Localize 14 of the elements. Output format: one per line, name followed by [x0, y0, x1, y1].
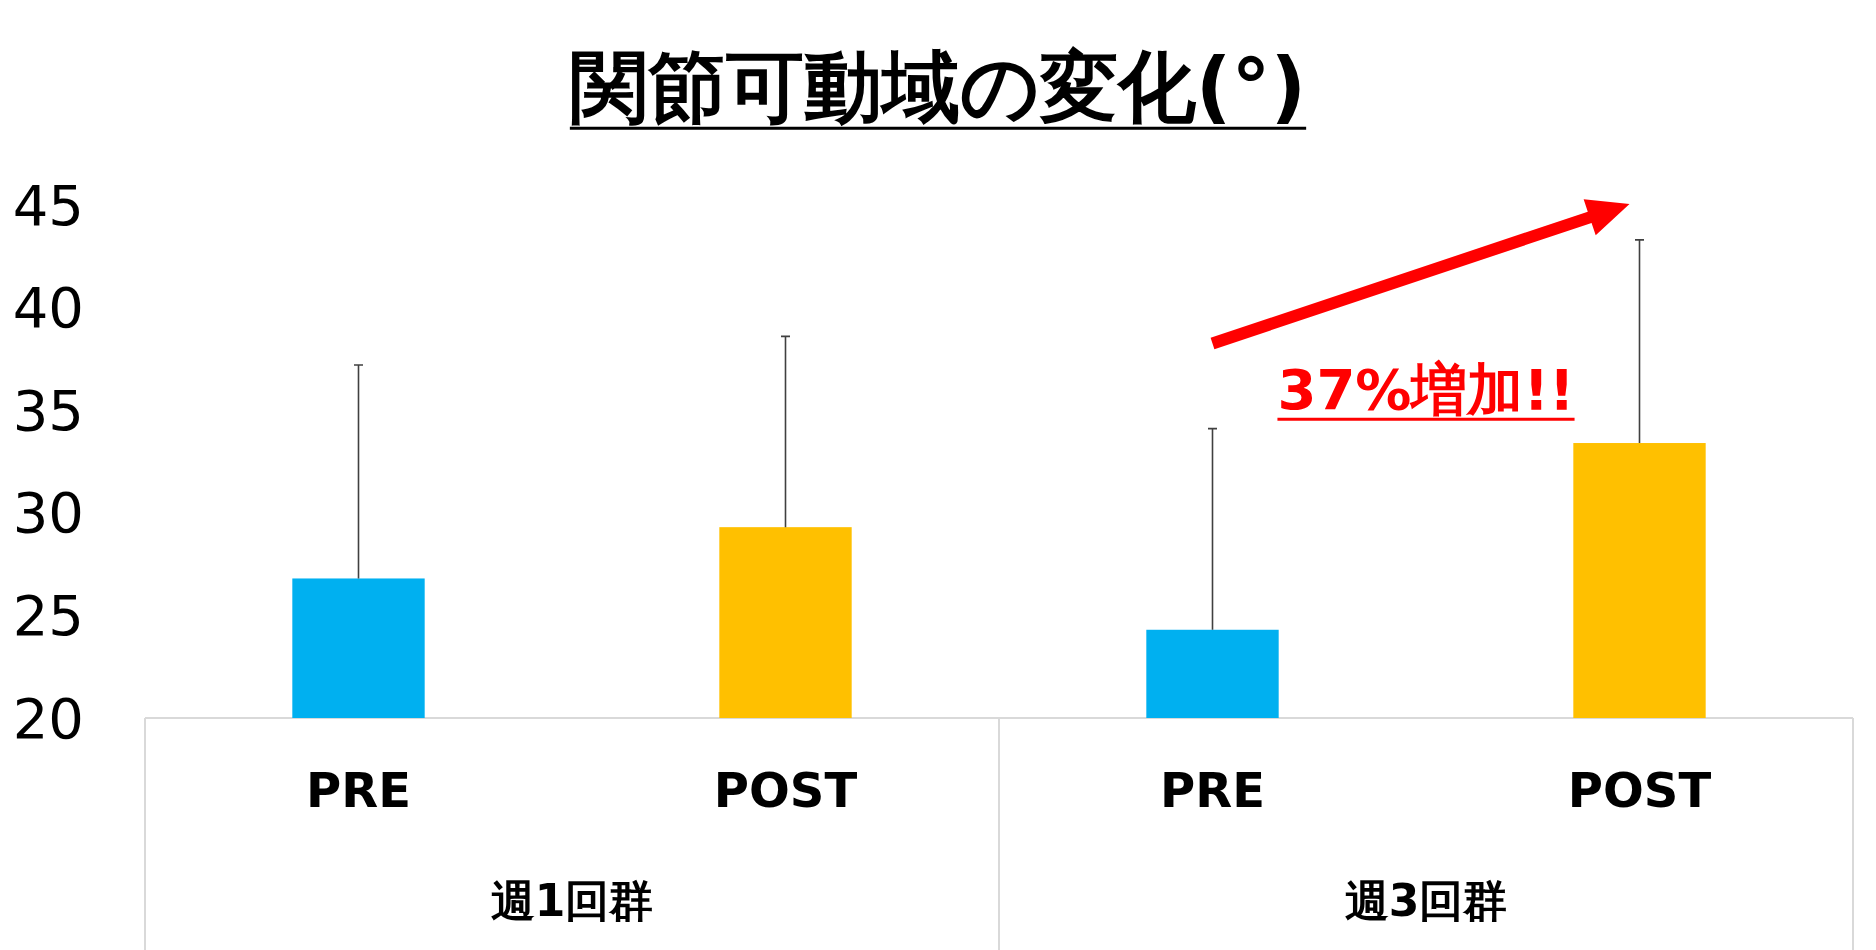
x-tick-label: 週3回群	[1344, 874, 1508, 926]
series-label: POST	[713, 762, 858, 818]
y-tick-label: 25	[12, 582, 84, 648]
y-tick-label: 20	[12, 685, 84, 751]
y-tick-label: 40	[12, 275, 84, 341]
text: PRE	[1160, 762, 1265, 818]
y-tick-label: 35	[12, 377, 84, 443]
y-tick-label: 45	[12, 172, 84, 238]
x-tick-label: 週1回群	[490, 874, 654, 926]
y-tick-label: 30	[12, 480, 84, 546]
series-label: PRE	[306, 762, 411, 818]
chart-title: 関節可動域の変化(°)	[569, 42, 1307, 132]
annotation: 37%増加!!	[1277, 357, 1575, 423]
text: POST	[1567, 762, 1712, 818]
